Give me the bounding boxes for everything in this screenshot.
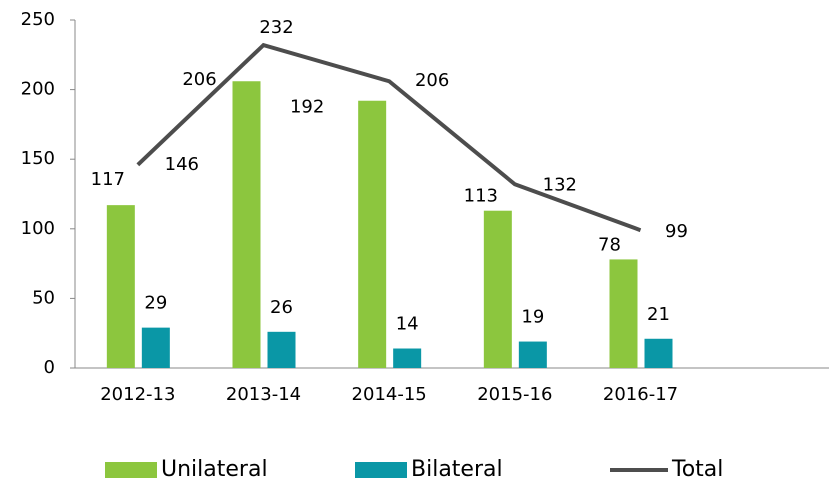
bar-label: 117 [91, 169, 125, 190]
y-tick-label: 100 [21, 218, 55, 239]
x-tick-label: 2016-17 [603, 384, 678, 405]
line-label: 232 [259, 17, 293, 38]
line-label: 206 [415, 70, 449, 91]
bar-label: 206 [182, 69, 216, 90]
y-tick-label: 200 [21, 79, 55, 100]
line-label: 146 [165, 154, 199, 175]
bar-label: 29 [144, 293, 167, 314]
line-label: 99 [665, 221, 688, 242]
y-tick-label: 250 [21, 9, 55, 30]
bar-label: 113 [464, 186, 498, 207]
bar-label: 78 [598, 234, 621, 255]
bar [232, 81, 261, 369]
bar [393, 348, 422, 368]
bar [141, 327, 170, 368]
legend-label: Bilateral [411, 457, 503, 482]
bar-label: 26 [270, 297, 293, 318]
x-tick-label: 2013-14 [226, 384, 301, 405]
x-tick-label: 2014-15 [352, 384, 427, 405]
line-label: 132 [543, 174, 577, 195]
bar [483, 210, 512, 368]
bar [358, 100, 387, 369]
bar [267, 331, 296, 368]
legend-swatch [105, 462, 157, 478]
x-tick-label: 2015-16 [477, 384, 552, 405]
bar-label: 21 [647, 304, 670, 325]
legend-swatch [355, 462, 407, 478]
bar [644, 338, 673, 368]
bar [518, 341, 547, 368]
bar [106, 205, 135, 368]
bar-label: 14 [396, 314, 419, 335]
bar [609, 259, 638, 368]
x-tick-label: 2012-13 [100, 384, 175, 405]
y-tick-label: 50 [32, 287, 55, 308]
bar-label: 19 [521, 307, 544, 328]
legend-label: Total [671, 457, 723, 482]
y-tick-label: 150 [21, 148, 55, 169]
bar-label: 192 [290, 97, 324, 118]
legend-label: Unilateral [161, 457, 268, 482]
total-line [136, 42, 642, 233]
y-tick-label: 0 [44, 357, 55, 378]
